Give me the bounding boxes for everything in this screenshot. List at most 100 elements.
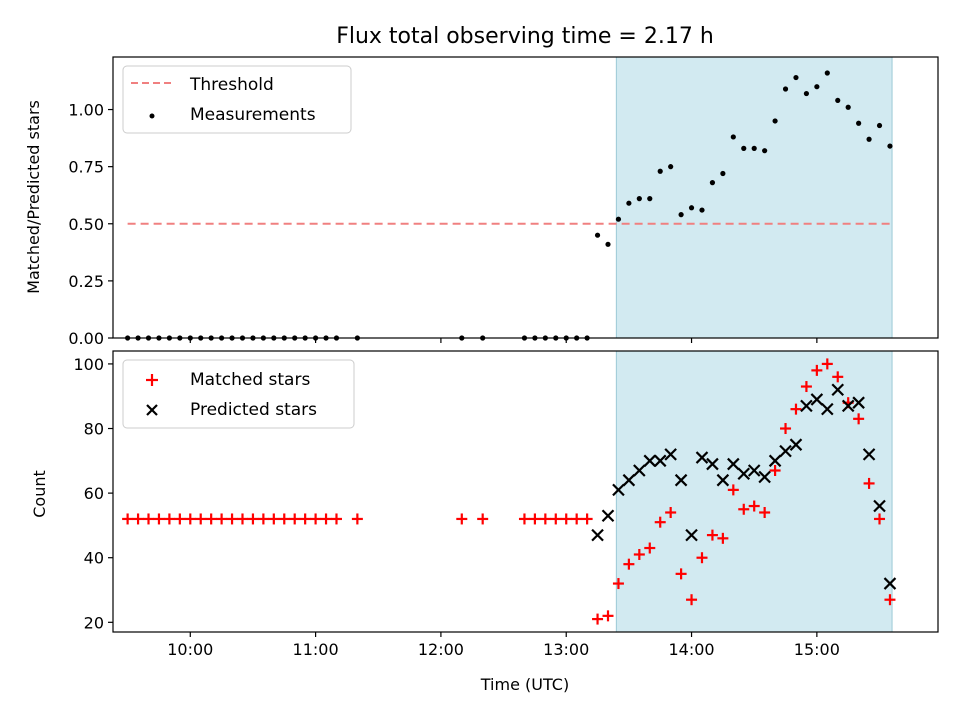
top-legend-box bbox=[122, 65, 352, 134]
bottom-y-tick-label: 20 bbox=[84, 613, 104, 632]
matched-star-point bbox=[623, 558, 635, 570]
measurement-point bbox=[668, 164, 674, 170]
measurement-point bbox=[835, 97, 841, 104]
bottom-y-tick-label: 100 bbox=[73, 355, 104, 374]
measurement-point bbox=[636, 196, 642, 202]
matched-star-point bbox=[665, 506, 677, 518]
matched-star-point bbox=[205, 513, 217, 525]
matched-star-point bbox=[278, 513, 290, 525]
matched-star-point bbox=[289, 513, 301, 525]
matched-star-point bbox=[696, 552, 708, 564]
matched-star-point bbox=[874, 513, 886, 525]
matched-star-point bbox=[216, 513, 228, 525]
measurement-point bbox=[699, 207, 705, 213]
top-y-axis-label: Matched/Predicted stars bbox=[24, 100, 43, 294]
measurement-point bbox=[657, 168, 663, 174]
x-tick-label: 11:00 bbox=[293, 640, 339, 659]
predicted-star-point bbox=[653, 454, 667, 468]
matched-star-point bbox=[571, 513, 583, 525]
predicted-star-point bbox=[831, 383, 845, 397]
measurement-point bbox=[709, 180, 716, 186]
top-panel-highlight bbox=[616, 57, 893, 338]
threshold-legend-label: Threshold bbox=[189, 75, 274, 95]
predicted-star-point bbox=[873, 499, 886, 513]
matched-star-point bbox=[351, 513, 363, 525]
top-panel: 0.00 0.25 0.50 0.75 1.00 Matched/Predicted s… bbox=[24, 56, 939, 348]
matched-legend-label: Matched stars bbox=[190, 370, 310, 390]
bottom-y-tick-label: 80 bbox=[84, 420, 104, 439]
predicted-star-point bbox=[591, 528, 604, 542]
bottom-panel-frame bbox=[112, 350, 939, 633]
predicted-star-point bbox=[727, 457, 740, 471]
x-axis-label: Time (UTC) bbox=[480, 675, 569, 694]
matched-star-point bbox=[247, 513, 259, 525]
predicted-star-point bbox=[810, 393, 824, 406]
matched-star-point bbox=[686, 594, 698, 606]
matched-star-point bbox=[633, 548, 645, 560]
measurement-point bbox=[866, 136, 872, 142]
matched-star-point bbox=[122, 513, 134, 525]
predicted-legend-label: Predicted stars bbox=[190, 400, 317, 420]
predicted-star-point bbox=[841, 399, 855, 413]
measurement-point bbox=[876, 122, 883, 129]
x-tick-label: 10:00 bbox=[167, 640, 213, 659]
matched-star-point bbox=[675, 568, 687, 580]
matched-star-point bbox=[560, 513, 572, 525]
matched-star-point bbox=[132, 513, 144, 525]
matched-star-point bbox=[539, 513, 551, 525]
matched-star-point bbox=[780, 423, 792, 435]
matched-star-point bbox=[226, 513, 238, 525]
matched-star-point bbox=[863, 477, 875, 489]
measurement-point bbox=[751, 145, 757, 151]
matched-star-point bbox=[821, 358, 833, 370]
predicted-star-point bbox=[862, 448, 876, 461]
matched-star-point bbox=[853, 413, 865, 425]
predicted-star-point bbox=[737, 467, 751, 481]
predicted-star-point bbox=[716, 473, 730, 487]
matched-star-point bbox=[654, 516, 666, 528]
measurement-point bbox=[887, 143, 893, 149]
measurement-point bbox=[605, 241, 611, 247]
matched-star-point bbox=[143, 513, 155, 525]
predicted-star-point bbox=[622, 473, 636, 487]
matched-star-point bbox=[644, 542, 656, 554]
predicted-star-point bbox=[685, 528, 698, 542]
matched-star-point bbox=[550, 513, 562, 525]
measurement-point bbox=[782, 86, 789, 92]
top-y-tick-label: 0.50 bbox=[68, 215, 104, 234]
top-y-tick-label: 0.00 bbox=[68, 329, 104, 348]
predicted-star-point bbox=[695, 451, 709, 464]
matched-star-point bbox=[320, 513, 332, 525]
measurement-point bbox=[615, 216, 622, 222]
predicted-star-point bbox=[601, 509, 615, 523]
bottom-legend-box bbox=[122, 359, 355, 429]
matched-star-point bbox=[174, 513, 186, 525]
predicted-star-point bbox=[852, 396, 865, 409]
measurement-point bbox=[856, 120, 862, 126]
bottom-legend: Matched stars Predicted stars bbox=[122, 359, 355, 429]
matched-star-point bbox=[717, 532, 729, 544]
bottom-panel-highlight bbox=[616, 351, 893, 632]
top-y-tick-label: 0.75 bbox=[68, 158, 104, 177]
x-tick-label: 12:00 bbox=[418, 640, 464, 659]
matched-star-point bbox=[727, 484, 739, 496]
predicted-star-point bbox=[664, 448, 677, 461]
matched-star-point bbox=[456, 513, 468, 525]
measurement-point bbox=[845, 104, 851, 110]
chart-title: Flux total observing time = 2.17 h bbox=[336, 24, 714, 49]
matched-star-point bbox=[477, 513, 489, 525]
predicted-star-point bbox=[758, 470, 771, 484]
matched-star-point bbox=[612, 578, 624, 590]
bottom-panel: 10:00 11:00 12:00 13:00 14:00 15:00 20 40 60 80 10… bbox=[30, 350, 939, 694]
measurements-legend-swatch bbox=[149, 113, 155, 119]
matched-star-point bbox=[163, 513, 175, 525]
measurement-point bbox=[678, 212, 684, 218]
measurements-legend-label: Measurements bbox=[190, 105, 316, 125]
matched-star-point bbox=[602, 610, 614, 622]
matched-star-point bbox=[518, 513, 530, 525]
measurement-point bbox=[688, 205, 695, 211]
top-panel-frame bbox=[112, 56, 939, 339]
matched-star-point bbox=[310, 513, 322, 525]
matched-star-point bbox=[257, 513, 269, 525]
bottom-y-tick-label: 40 bbox=[84, 549, 104, 568]
